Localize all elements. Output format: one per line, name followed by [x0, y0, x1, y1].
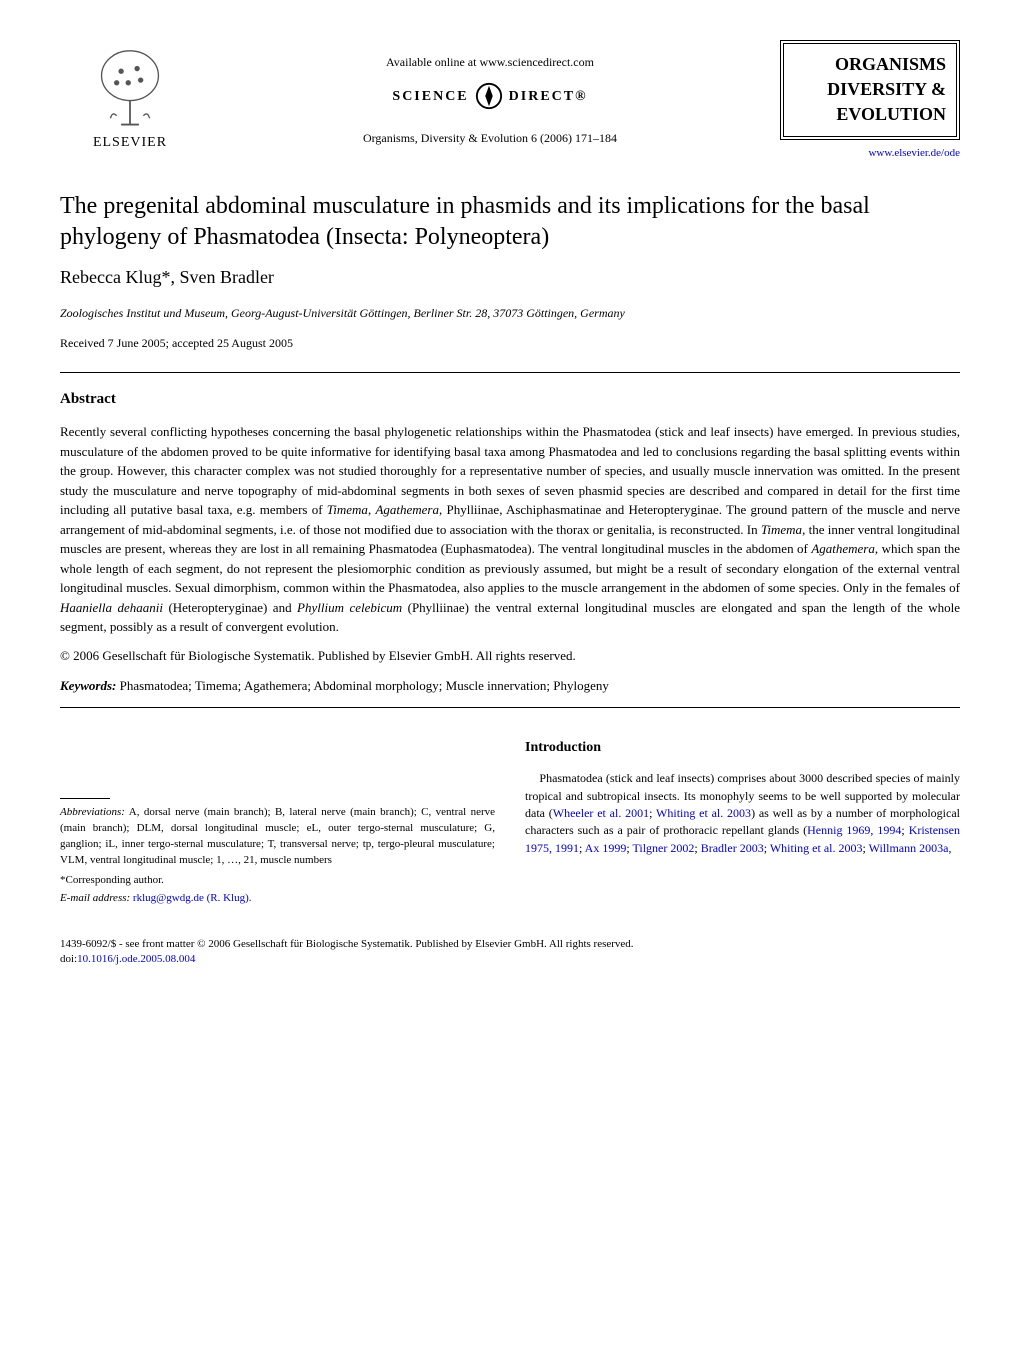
abstract-taxon: Haaniella dehaanii	[60, 600, 163, 615]
intro-part: ;	[901, 823, 908, 837]
abstract-taxon: Timema	[327, 502, 368, 517]
journal-url-link[interactable]: www.elsevier.de/ode	[780, 146, 960, 161]
right-column: Introduction Phasmatodea (stick and leaf…	[525, 738, 960, 907]
abstract-text: Recently several conflicting hypotheses …	[60, 422, 960, 637]
journal-name-line2: DIVERSITY &	[794, 77, 946, 102]
email-link[interactable]: rklug@gwdg.de (R. Klug).	[130, 892, 251, 904]
abbreviations-text: A, dorsal nerve (main branch); B, latera…	[60, 806, 495, 866]
two-column-body: Abbreviations: A, dorsal nerve (main bra…	[60, 738, 960, 907]
keywords-text: Phasmatodea; Timema; Agathemera; Abdomin…	[116, 678, 609, 693]
journal-citation: Organisms, Diversity & Evolution 6 (2006…	[200, 130, 780, 147]
abstract-heading: Abstract	[60, 389, 960, 410]
abbreviations-label: Abbreviations:	[60, 806, 125, 818]
received-accepted-dates: Received 7 June 2005; accepted 25 August…	[60, 335, 960, 352]
ref-link[interactable]: Bradler 2003	[701, 841, 764, 855]
abstract-taxon: Phyllium celebicum	[297, 600, 402, 615]
section-divider	[60, 372, 960, 373]
elsevier-text: ELSEVIER	[93, 133, 167, 153]
compass-icon	[475, 82, 503, 110]
doi-line: doi:10.1016/j.ode.2005.08.004	[60, 952, 960, 967]
ref-link[interactable]: Hennig 1969, 1994	[807, 823, 901, 837]
ref-link[interactable]: Whiting et al. 2003	[656, 806, 751, 820]
footnote-divider	[60, 798, 110, 799]
abstract-taxon: Agathemera	[811, 541, 875, 556]
ref-link[interactable]: Whiting et al. 2003	[770, 841, 863, 855]
email-line: E-mail address: rklug@gwdg.de (R. Klug).	[60, 891, 495, 907]
ref-link[interactable]: Willmann 2003a,	[869, 841, 952, 855]
direct-label: DIRECT®	[509, 87, 588, 107]
email-label: E-mail address:	[60, 892, 130, 904]
abbreviations-block: Abbreviations: A, dorsal nerve (main bra…	[60, 798, 495, 907]
sciencedirect-logo: SCIENCE DIRECT®	[200, 82, 780, 110]
affiliation: Zoologisches Institut und Museum, Georg-…	[60, 305, 960, 322]
section-divider	[60, 707, 960, 708]
header-row: ELSEVIER Available online at www.science…	[60, 40, 960, 161]
doi-label: doi:	[60, 953, 77, 965]
ref-link[interactable]: Ax 1999	[585, 841, 627, 855]
elsevier-tree-icon	[85, 49, 175, 129]
introduction-text: Phasmatodea (stick and leaf insects) com…	[525, 770, 960, 857]
keywords-label: Keywords:	[60, 678, 116, 693]
available-online-text: Available online at www.sciencedirect.co…	[200, 54, 780, 71]
abstract-copyright: © 2006 Gesellschaft für Biologische Syst…	[60, 647, 960, 665]
front-matter-line: 1439-6092/$ - see front matter © 2006 Ge…	[60, 937, 960, 952]
abstract-taxon: Timema	[761, 522, 802, 537]
ref-link[interactable]: Wheeler et al. 2001	[553, 806, 649, 820]
journal-name-line1: ORGANISMS	[794, 52, 946, 77]
abstract-part: (Heteropteryginae) and	[163, 600, 297, 615]
footer-block: 1439-6092/$ - see front matter © 2006 Ge…	[60, 937, 960, 968]
ref-link[interactable]: Tilgner 2002	[632, 841, 694, 855]
left-column: Abbreviations: A, dorsal nerve (main bra…	[60, 738, 495, 907]
journal-name-line3: EVOLUTION	[794, 102, 946, 127]
center-header: Available online at www.sciencedirect.co…	[200, 54, 780, 148]
journal-logo-block: ORGANISMS DIVERSITY & EVOLUTION www.else…	[780, 40, 960, 161]
introduction-heading: Introduction	[525, 738, 960, 758]
authors: Rebecca Klug*, Sven Bradler	[60, 265, 960, 290]
intro-part: ;	[649, 806, 656, 820]
science-label: SCIENCE	[392, 87, 468, 107]
journal-title-box: ORGANISMS DIVERSITY & EVOLUTION	[780, 40, 960, 140]
article-title: The pregenital abdominal musculature in …	[60, 191, 960, 253]
abstract-taxon: Agathemera	[375, 502, 439, 517]
elsevier-logo-block: ELSEVIER	[60, 40, 200, 160]
corresponding-author: *Corresponding author.	[60, 873, 495, 889]
doi-link[interactable]: 10.1016/j.ode.2005.08.004	[77, 953, 195, 965]
keywords-line: Keywords: Phasmatodea; Timema; Agathemer…	[60, 677, 960, 695]
